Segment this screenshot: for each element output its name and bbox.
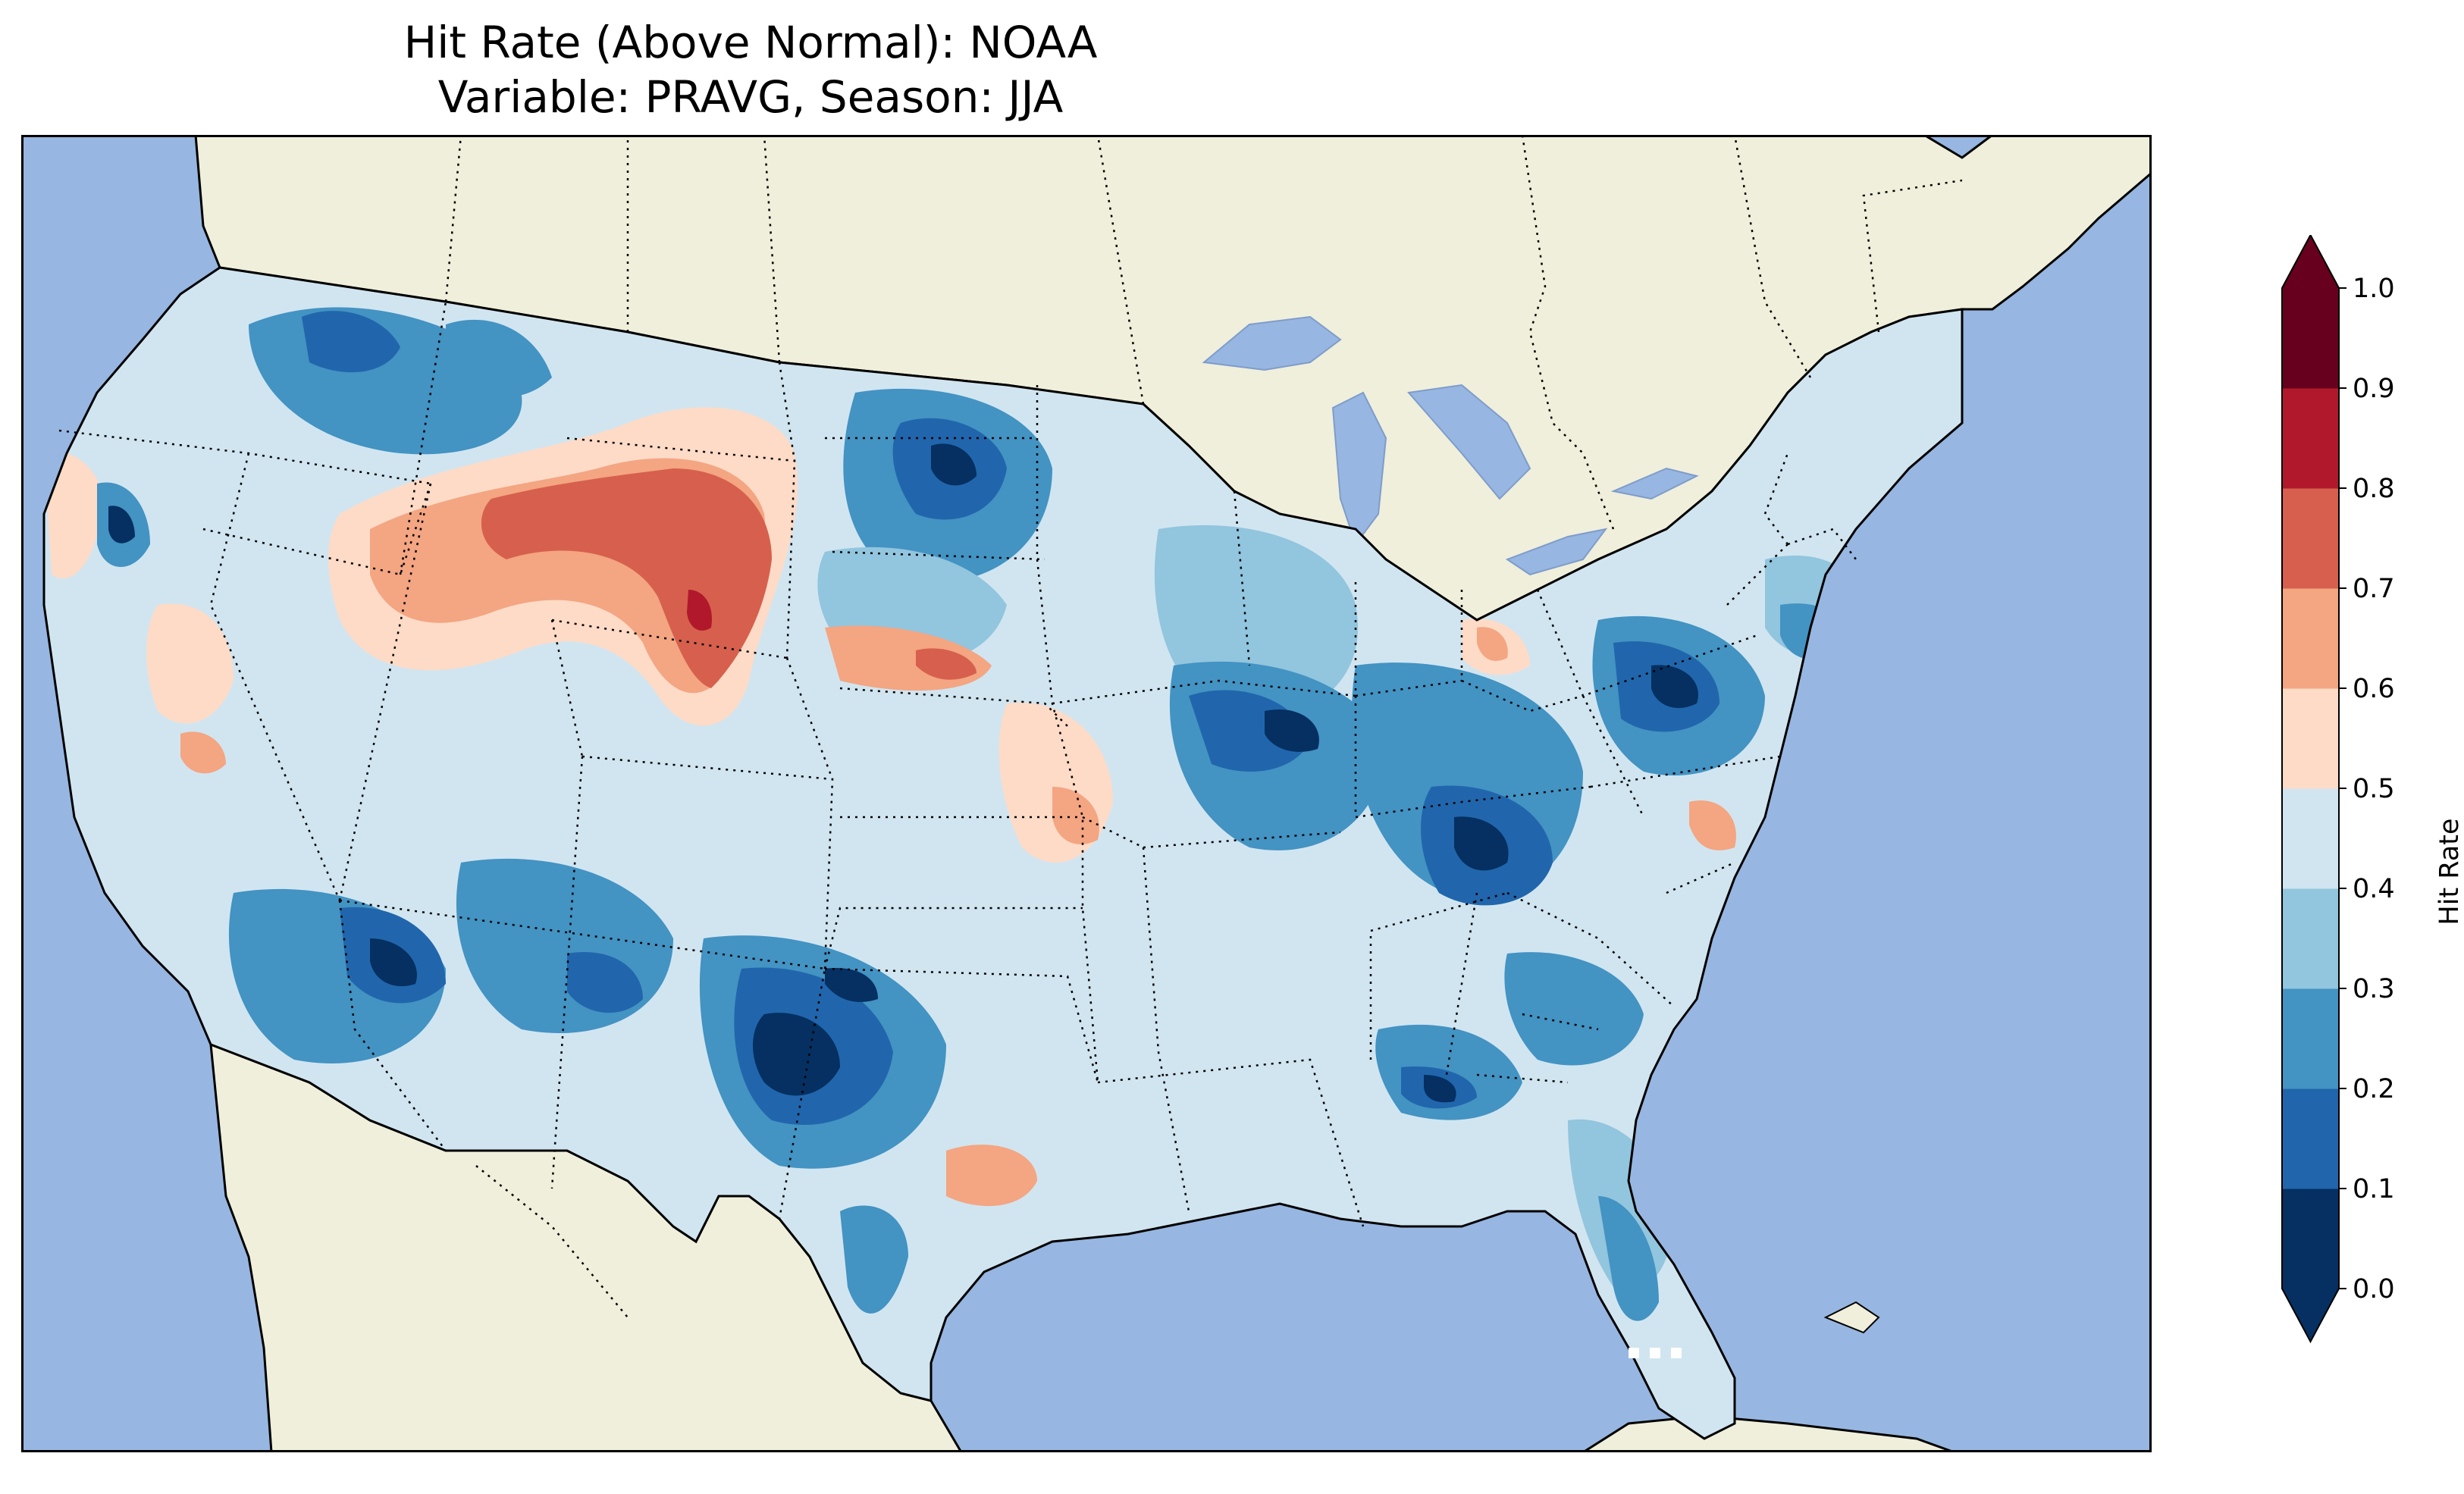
colorbar-extend-min xyxy=(2282,1289,2339,1342)
colorbar-label: Hit Rate xyxy=(2434,818,2464,925)
colorbar-tick-label: 0.7 xyxy=(2353,574,2395,604)
colorbar-segment xyxy=(2282,1088,2339,1189)
colorbar-segment xyxy=(2282,388,2339,489)
map-title-line1: Hit Rate (Above Normal): NOAA xyxy=(403,17,1098,68)
colorbar-segment xyxy=(2282,288,2339,389)
colorbar-tick-label: 0.4 xyxy=(2353,874,2395,904)
colorbar-segment xyxy=(2282,688,2339,789)
colorbar-segment xyxy=(2282,588,2339,689)
colorbar-tick-label: 0.3 xyxy=(2353,974,2395,1004)
colorbar-tick-label: 0.8 xyxy=(2353,474,2395,504)
hit-rate-map xyxy=(21,135,2152,1452)
colorbar: 0.0 0.1 0.2 0.3 0.4 0.5 0.6 0.7 0.8 0.9 1.0 Hit Ra… xyxy=(2281,235,2464,1344)
colorbar-tick-label: 0.9 xyxy=(2353,374,2395,404)
map-title-line2: Variable: PRAVG, Season: JJA xyxy=(437,71,1064,123)
colorbar-segment xyxy=(2282,488,2339,589)
colorbar-tick-label: 0.6 xyxy=(2353,674,2395,704)
colorbar-tick-label: 0.1 xyxy=(2353,1174,2395,1204)
colorbar-tick-label: 0.0 xyxy=(2353,1274,2395,1305)
colorbar-tick-label: 1.0 xyxy=(2353,274,2395,304)
colorbar-tick-label: 0.2 xyxy=(2353,1074,2395,1104)
colorbar-segment xyxy=(2282,888,2339,989)
state-borders xyxy=(58,135,1963,1318)
colorbar-segment xyxy=(2282,1189,2339,1289)
colorbar-extend-max xyxy=(2282,235,2339,288)
colorbar-segment xyxy=(2282,988,2339,1089)
colorbar-tick-label: 0.5 xyxy=(2353,774,2395,804)
colorbar-segment xyxy=(2282,788,2339,889)
